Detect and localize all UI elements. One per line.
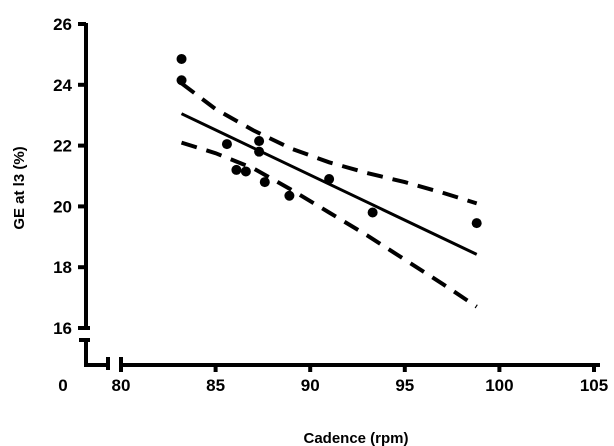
- data-point: [221, 139, 232, 150]
- data-point: [176, 75, 187, 86]
- y-tick-label: 18: [53, 258, 72, 277]
- series-layer: [176, 53, 482, 309]
- x-tick-label: 100: [485, 376, 513, 395]
- data-point: [254, 146, 265, 157]
- origin-label: 0: [58, 376, 67, 395]
- data-point: [324, 174, 335, 185]
- axes: [79, 23, 600, 370]
- y-tick-label: 20: [53, 197, 72, 216]
- y-axis-title: GE at l3 (%): [11, 146, 28, 229]
- x-tick-label: 95: [395, 376, 414, 395]
- data-point: [240, 166, 251, 177]
- data-point: [231, 164, 242, 175]
- y-tick-label: 22: [53, 137, 72, 156]
- upper-ci-line: [180, 81, 478, 206]
- data-point: [259, 177, 270, 188]
- x-tick-label: 105: [580, 376, 608, 395]
- y-tick-label: 24: [53, 76, 72, 95]
- data-point: [284, 190, 295, 201]
- x-tick-label: 85: [206, 376, 225, 395]
- tick-labels: 80 85 90 95 100 105 16 18 20 22 24 26: [53, 15, 608, 395]
- data-point: [176, 53, 187, 64]
- regression-line: [180, 112, 478, 256]
- data-point: [471, 218, 482, 229]
- ticks: [78, 22, 596, 372]
- x-axis-title: Cadence (rpm): [303, 430, 408, 446]
- y-tick-label: 26: [53, 15, 72, 34]
- y-tick-label: 16: [53, 319, 72, 338]
- data-point: [254, 136, 265, 147]
- data-point: [367, 207, 378, 218]
- x-tick-label: 80: [112, 376, 131, 395]
- x-tick-label: 90: [301, 376, 320, 395]
- lower-ci-line: [180, 140, 478, 309]
